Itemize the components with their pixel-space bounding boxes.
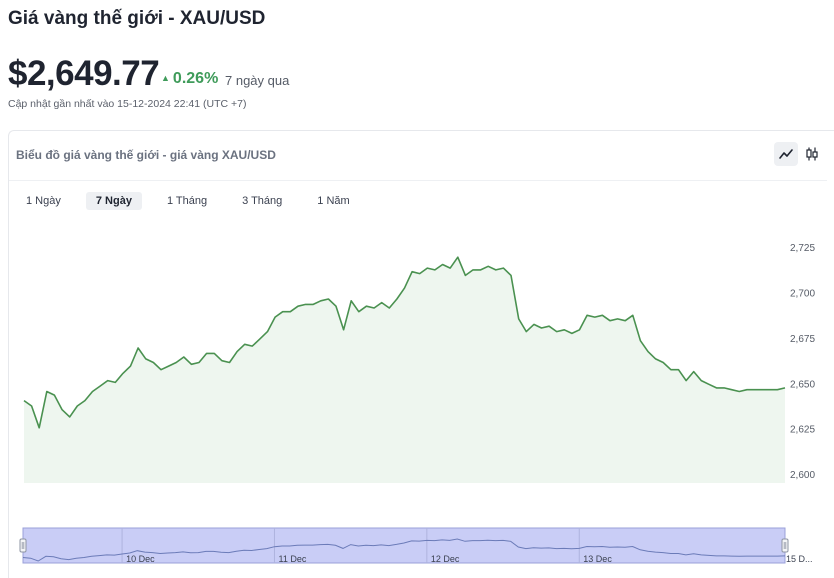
range-tabs: 1 Ngày 7 Ngày 1 Tháng 3 Tháng 1 Năm	[16, 192, 375, 210]
change-period: 7 ngày qua	[225, 73, 290, 88]
navigator-date-label: 10 Dec	[126, 554, 155, 564]
y-tick-label: 2,650	[790, 379, 815, 390]
navigator-right-handle[interactable]	[781, 538, 789, 553]
candlestick-icon	[806, 147, 818, 161]
card-divider	[9, 180, 827, 181]
navigator-date-label: 11 Dec	[279, 554, 307, 564]
y-tick-label: 2,600	[790, 470, 815, 481]
chart-card-title: Biểu đồ giá vàng thế giới - giá vàng XAU…	[16, 148, 276, 162]
line-chart-icon	[779, 149, 793, 159]
navigator-date-label: 15 D...	[786, 554, 813, 564]
navigator-left-handle[interactable]	[19, 538, 27, 553]
price-area	[24, 257, 785, 483]
arrow-up-icon: ▲	[161, 73, 170, 83]
chart-card	[8, 130, 834, 578]
navigator-series-line	[22, 538, 786, 562]
tab-7-days[interactable]: 7 Ngày	[85, 192, 142, 210]
last-updated: Cập nhật gần nhất vào 15-12-2024 22:41 (…	[8, 98, 247, 110]
navigator-date-label: 13 Dec	[583, 554, 612, 564]
candlestick-toggle[interactable]	[800, 142, 824, 166]
y-tick-label: 2,725	[790, 243, 815, 254]
y-tick-label: 2,625	[790, 425, 815, 436]
tab-1-year[interactable]: 1 Năm	[317, 195, 350, 207]
page-title: Giá vàng thế giới - XAU/USD	[8, 8, 266, 29]
tab-1-day[interactable]: 1 Ngày	[26, 195, 61, 207]
y-tick-label: 2,700	[790, 289, 815, 300]
navigator[interactable]: 10 Dec 11 Dec 12 Dec 13 Dec 15 D...	[19, 527, 813, 564]
y-tick-label: 2,675	[790, 334, 815, 345]
line-chart-toggle[interactable]	[774, 142, 798, 166]
navigator-selection	[22, 527, 786, 564]
tab-3-months[interactable]: 3 Tháng	[242, 195, 283, 207]
price-line	[23, 256, 786, 429]
price-change-percent: 0.26%	[172, 70, 219, 87]
tab-1-month[interactable]: 1 Tháng	[166, 195, 208, 207]
main-plot	[23, 256, 786, 483]
navigator-date-label: 12 Dec	[431, 554, 460, 564]
y-axis: 2,600 2,625 2,650 2,675 2,700 2,725	[790, 243, 815, 481]
price-change: ▲ 0.26%	[161, 70, 218, 88]
current-price: $2,649.77	[8, 54, 160, 93]
